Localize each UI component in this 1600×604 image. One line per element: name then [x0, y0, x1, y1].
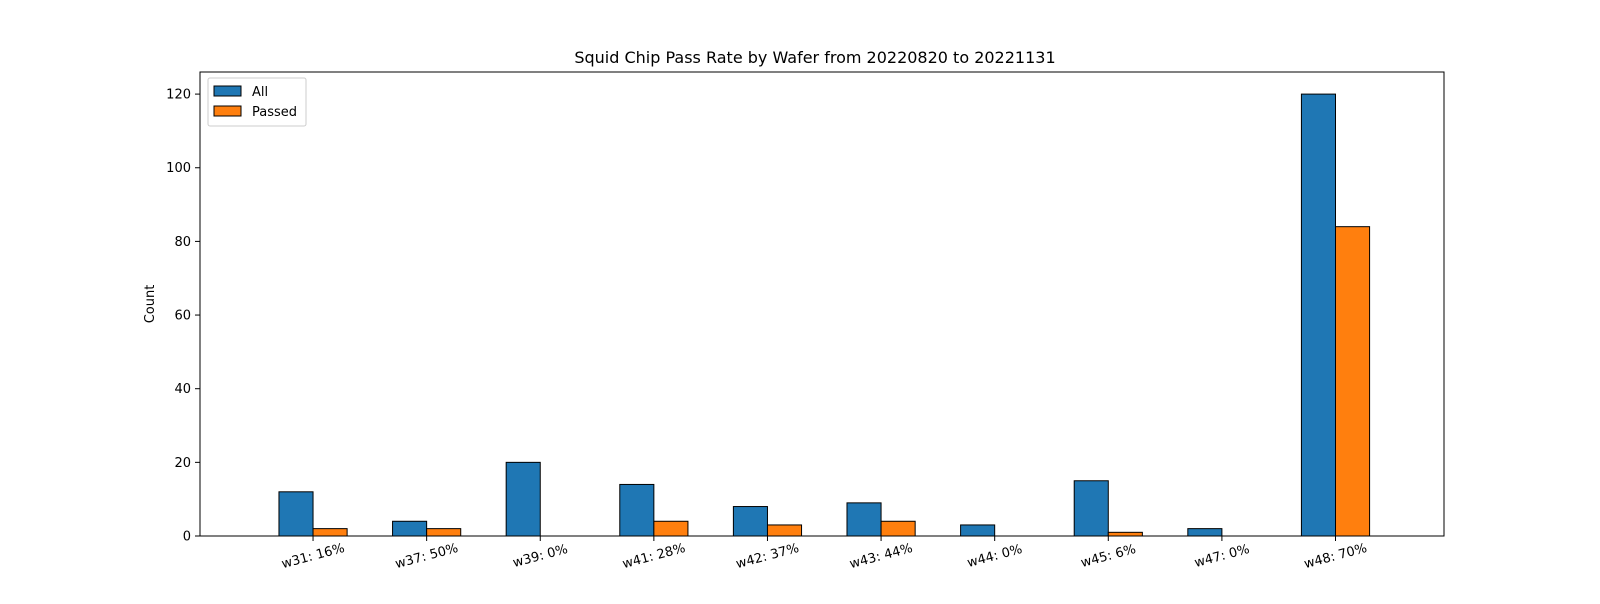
- ticks-layer: 0 20 40 60 80 100 120 w31: 16% w37: 50% w39: 0% w4…: [166, 88, 1369, 572]
- y-tick-label: 100: [166, 161, 191, 176]
- x-tick-label: w39: 0%: [511, 542, 569, 571]
- x-tick-label: w42: 37%: [734, 541, 800, 572]
- x-tick-label: w41: 28%: [621, 541, 687, 572]
- bar-all-5: [846, 502, 882, 537]
- bar-passed-7: [1107, 531, 1143, 537]
- legend-label-all: All: [252, 85, 268, 100]
- y-tick-label: 40: [174, 382, 191, 397]
- bar-all-6: [960, 524, 996, 537]
- legend: All Passed: [207, 77, 307, 127]
- bar-passed-9: [1335, 226, 1371, 537]
- legend-swatch-passed: [213, 105, 242, 117]
- bar-passed-1: [426, 528, 462, 537]
- x-tick-label: w48: 70%: [1302, 541, 1368, 572]
- bar-all-4: [732, 506, 768, 537]
- bar-all-8: [1187, 528, 1223, 537]
- y-tick-label: 80: [174, 235, 191, 250]
- y-tick-label: 0: [183, 530, 191, 545]
- x-tick-label: w31: 16%: [280, 541, 346, 572]
- bar-passed-5: [880, 520, 916, 537]
- x-tick-label: w45: 6%: [1079, 542, 1137, 571]
- y-axis-label: Count: [143, 285, 158, 324]
- x-tick-label: w43: 44%: [848, 541, 914, 572]
- bar-passed-4: [766, 524, 803, 537]
- plot-frame: [199, 71, 1445, 537]
- y-tick-label: 20: [174, 456, 191, 471]
- y-tick-label: 120: [166, 88, 191, 103]
- x-tick-label: w44: 0%: [966, 542, 1024, 571]
- bars-layer: [278, 93, 1371, 537]
- bar-all-0: [278, 491, 314, 537]
- chart-title: Squid Chip Pass Rate by Wafer from 20220…: [574, 48, 1055, 67]
- bar-all-3: [619, 483, 655, 537]
- legend-label-passed: Passed: [252, 105, 297, 120]
- bar-all-9: [1300, 93, 1337, 537]
- bar-all-7: [1073, 480, 1109, 537]
- bar-all-2: [505, 461, 541, 537]
- bar-passed-3: [653, 520, 689, 537]
- legend-swatch-all: [213, 85, 242, 97]
- bar-passed-0: [312, 528, 348, 537]
- y-tick-label: 60: [174, 309, 191, 324]
- x-tick-label: w37: 50%: [394, 541, 460, 572]
- x-tick-label: w47: 0%: [1193, 542, 1251, 571]
- bar-all-1: [392, 520, 428, 537]
